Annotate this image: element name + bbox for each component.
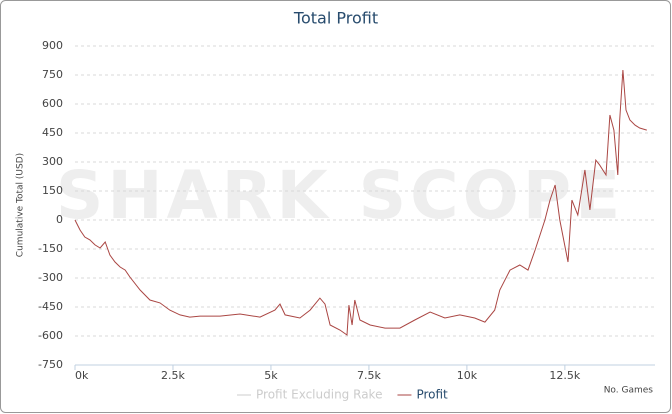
legend-label: Profit Excluding Rake — [256, 388, 382, 402]
watermark: SHARK SCOPE — [56, 157, 624, 234]
y-tick-label: 750 — [42, 68, 63, 81]
line-series — [74, 69, 647, 336]
x-axis-title: No. Games — [604, 386, 654, 396]
y-tick-label: -450 — [38, 300, 63, 313]
y-tick-label: 0 — [56, 213, 63, 226]
y-tick-label: -300 — [38, 271, 63, 284]
x-tick-label: 10k — [457, 369, 478, 382]
y-tick-label: -750 — [38, 358, 63, 371]
y-tick-label: 300 — [42, 155, 63, 168]
x-tick-label: 12.5k — [549, 369, 580, 382]
x-tick-label: 0k — [75, 369, 89, 382]
y-tick-label: 450 — [42, 126, 63, 139]
legend-label: Profit — [416, 388, 448, 402]
x-tick-label: 2.5k — [161, 369, 185, 382]
y-tick-label: -150 — [38, 242, 63, 255]
y-tick-label: 600 — [42, 97, 63, 110]
y-tick-label: 900 — [42, 39, 63, 52]
y-tick-label: 150 — [42, 184, 63, 197]
x-tick-label: 5k — [264, 369, 278, 382]
chart-title: Total Profit — [293, 9, 378, 28]
y-tick-label: -600 — [38, 329, 63, 342]
x-tick-label: 7.5k — [357, 369, 381, 382]
y-axis-title: Cumulative Total (USD) — [16, 153, 26, 257]
